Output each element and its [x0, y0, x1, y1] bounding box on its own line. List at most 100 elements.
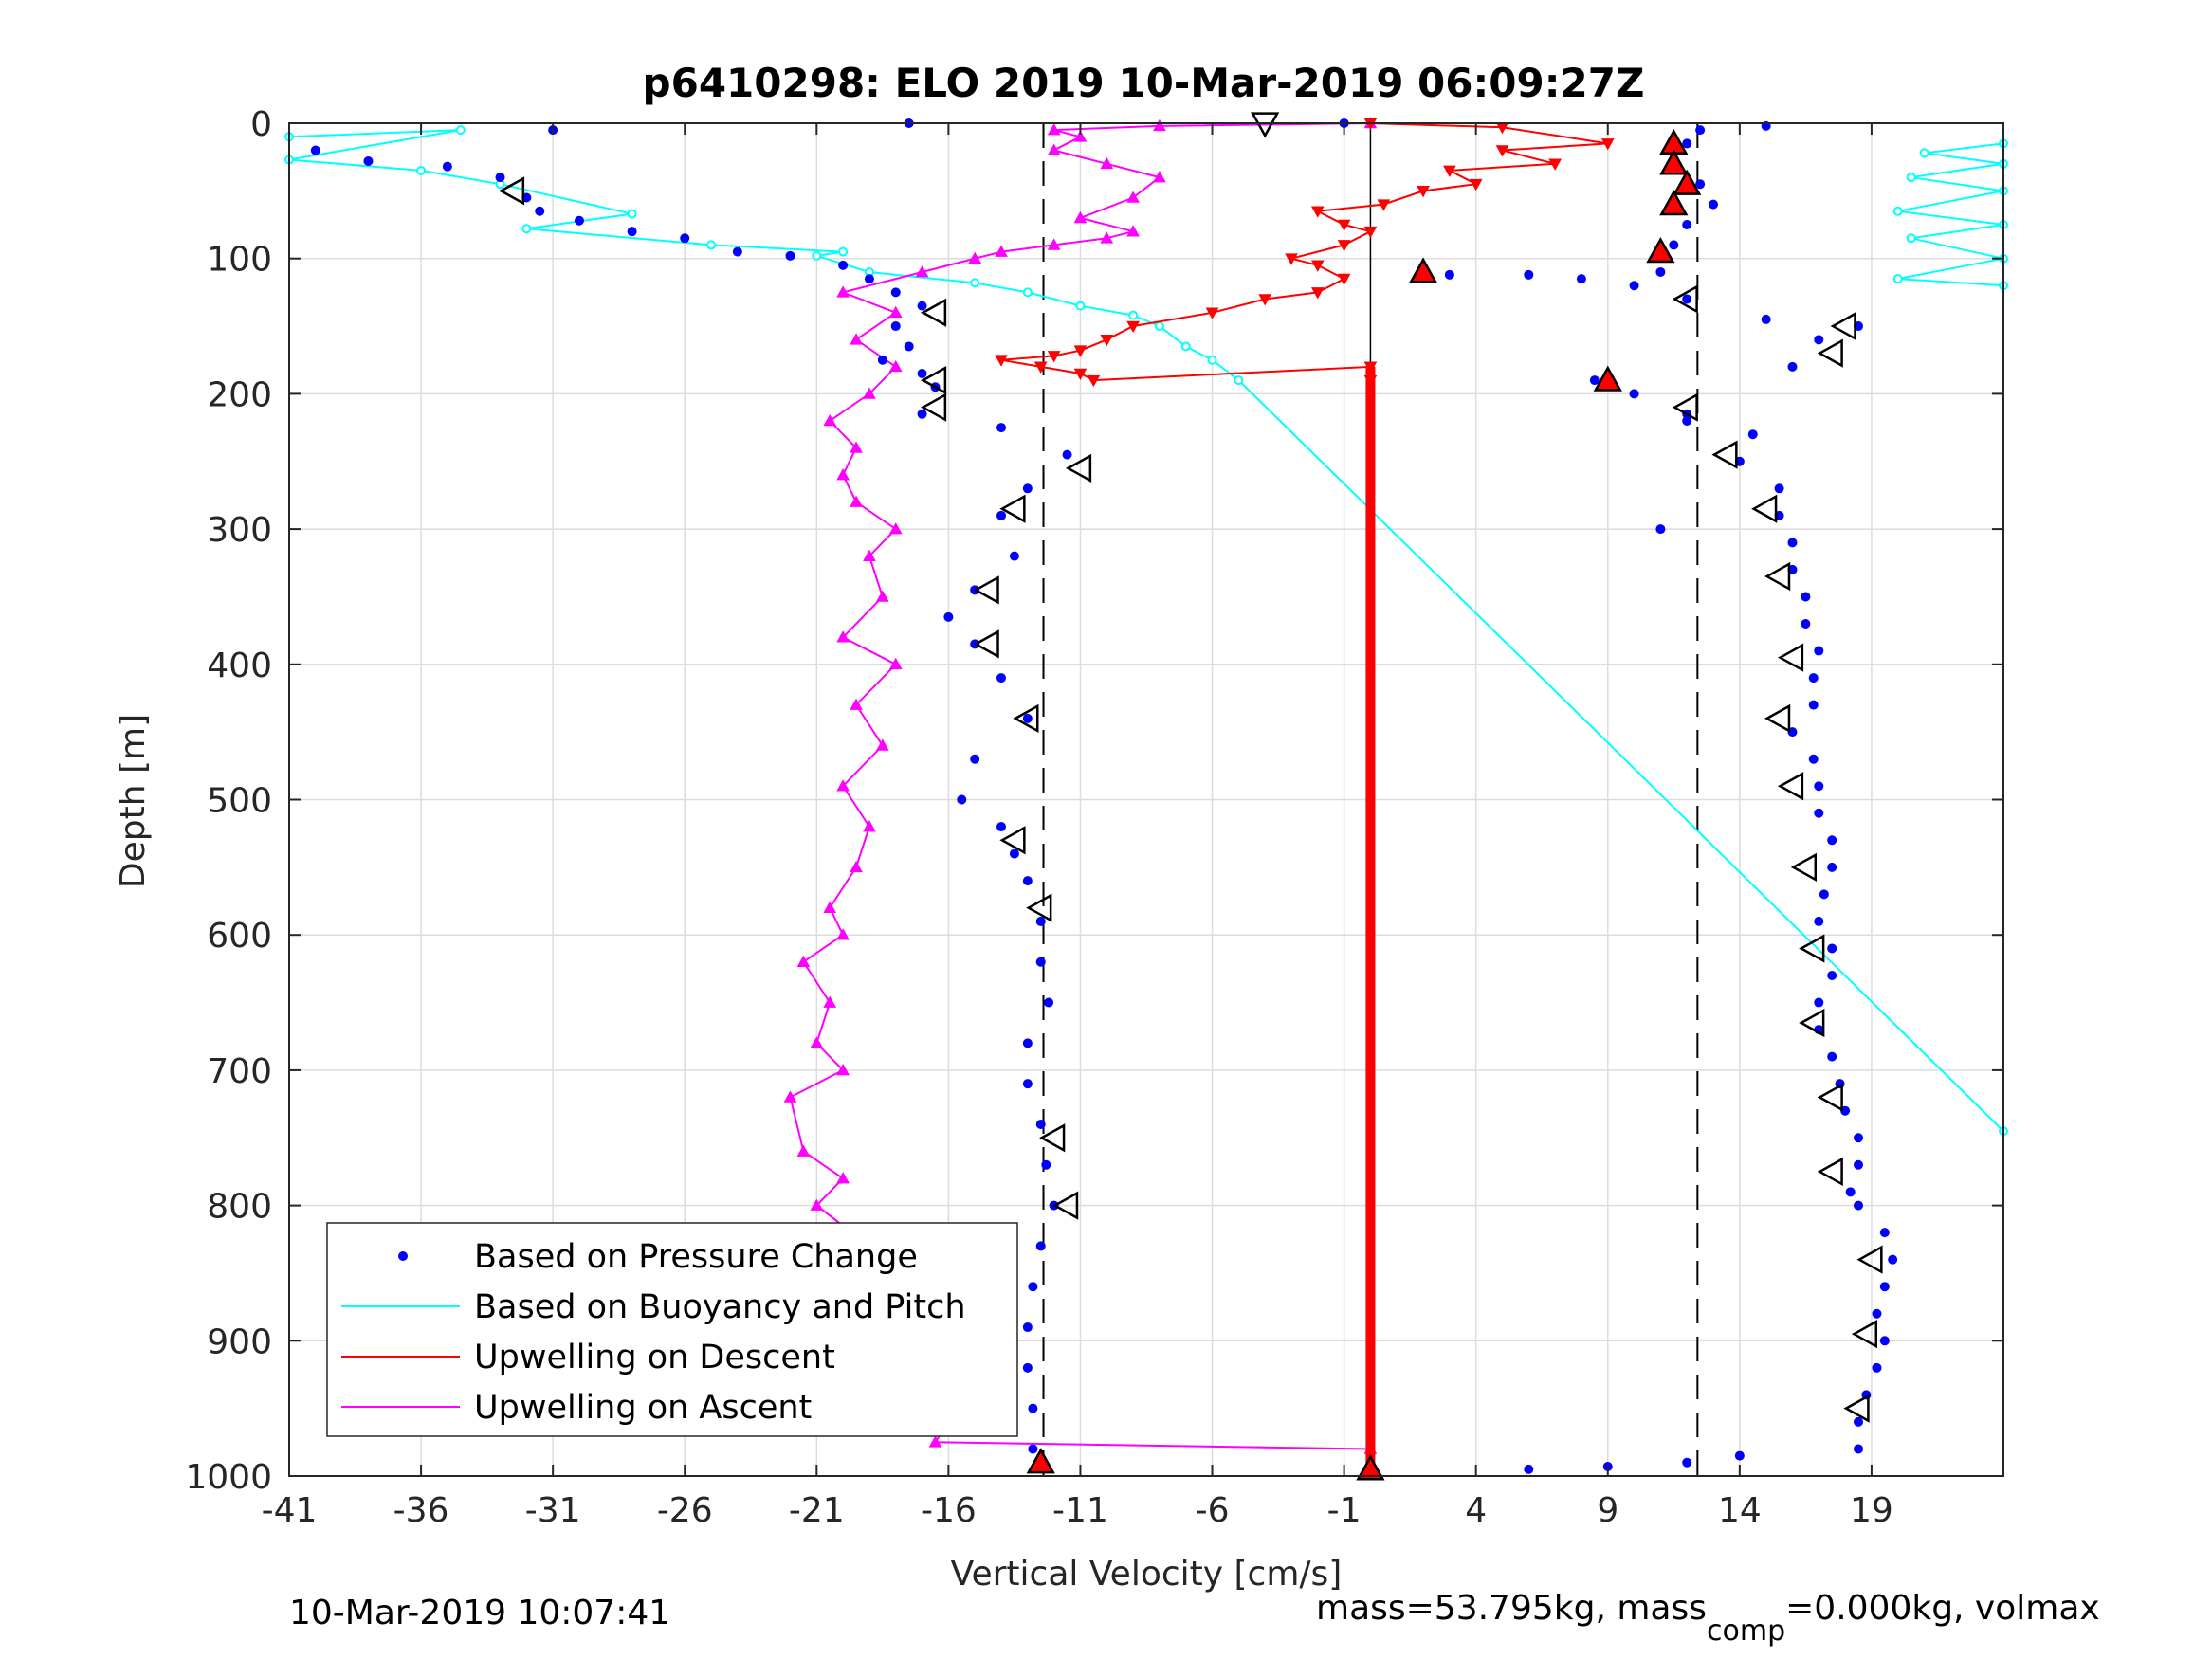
upwelling-ascent-point — [1073, 210, 1088, 224]
pressure-change-point — [996, 673, 1007, 684]
pressure-change-point — [1576, 274, 1586, 284]
upwelling-descent-point — [1073, 368, 1088, 381]
upwelling-descent-point — [1495, 145, 1509, 157]
pressure-change-point — [1022, 1079, 1033, 1089]
pressure-change-point — [1022, 876, 1033, 886]
upwelling-descent-point — [1205, 307, 1219, 319]
upwelling-ascent-point — [836, 1063, 850, 1076]
open-left-triangle-marker — [973, 629, 999, 659]
filled-up-triangle-marker — [1659, 190, 1689, 216]
pressure-change-point — [1682, 294, 1692, 304]
pressure-change-point — [1035, 916, 1046, 926]
open-left-triangle-marker — [1817, 338, 1843, 368]
grid — [288, 122, 2003, 1477]
filled-up-triangle-marker — [1646, 236, 1675, 264]
pressure-change-point — [1041, 1159, 1051, 1170]
open-left-triangle-marker — [1751, 494, 1778, 523]
pressure-change-point — [1629, 281, 1639, 291]
upwelling-descent-point — [1600, 138, 1615, 151]
upwelling-ascent-point — [836, 928, 850, 940]
upwelling-ascent-point — [888, 305, 903, 319]
upwelling-descent-point — [1047, 351, 1061, 363]
upwelling-ascent-point — [1153, 118, 1166, 132]
upwelling-ascent-point — [1047, 123, 1061, 136]
pressure-change-point — [1062, 449, 1072, 460]
buoyancy-pitch-point — [1180, 341, 1191, 352]
pressure-change-point — [732, 246, 742, 257]
upwelling-ascent-point — [1073, 130, 1088, 142]
x-tick-label: -16 — [921, 1491, 977, 1530]
filled-up-triangle-marker — [1356, 1454, 1385, 1481]
legend-swatch-dot — [398, 1251, 408, 1261]
upwelling-descent-point — [1258, 294, 1272, 306]
upwelling-ascent-point — [1126, 225, 1140, 237]
x-tick-label: -6 — [1196, 1491, 1230, 1530]
buoyancy-pitch-point — [1919, 148, 1929, 158]
buoyancy-pitch-point — [1022, 287, 1033, 298]
pressure-change-point — [1814, 997, 1824, 1008]
pressure-change-point — [1747, 429, 1758, 440]
legend-label: Upwelling on Ascent — [474, 1389, 812, 1427]
upwelling-ascent-point — [888, 657, 903, 670]
upwelling-descent-point — [1377, 199, 1391, 211]
y-tick-label: 1000 — [185, 1458, 272, 1497]
y-tick-label: 200 — [207, 375, 272, 414]
upwelling-descent-point — [1337, 273, 1351, 286]
x-tick-label: 14 — [1718, 1491, 1762, 1530]
upwelling-descent-point — [1417, 186, 1430, 198]
upwelling-ascent-point — [836, 779, 850, 792]
pressure-change-point — [1589, 375, 1600, 386]
buoyancy-pitch-point — [455, 125, 466, 136]
pressure-change-point — [1669, 240, 1679, 250]
upwelling-ascent-point — [836, 1172, 850, 1184]
pressure-change-point — [1022, 483, 1033, 494]
upwelling-descent-point — [1469, 178, 1483, 191]
y-tick-label: 700 — [207, 1052, 272, 1091]
open-left-triangle-marker — [1764, 703, 1791, 734]
x-tick-label: -36 — [393, 1491, 449, 1530]
pressure-change-point — [1035, 1119, 1046, 1129]
upwelling-ascent-point — [836, 285, 850, 298]
upwelling-ascent-point — [850, 333, 863, 345]
pressure-change-point — [785, 250, 795, 261]
pressure-change-point — [1879, 1228, 1890, 1238]
upwelling-ascent-point — [783, 1090, 797, 1103]
open-left-triangle-marker — [1777, 772, 1804, 801]
upwelling-ascent-point — [888, 359, 903, 373]
upwelling-descent-point — [995, 355, 1008, 367]
pressure-change-point — [996, 510, 1007, 520]
pressure-change-point — [1827, 943, 1837, 954]
pressure-change-point — [1761, 314, 1771, 324]
upwelling-ascent-point — [863, 549, 876, 561]
pressure-change-point — [917, 409, 927, 419]
pressure-change-point — [1814, 646, 1824, 656]
pressure-change-point — [1629, 389, 1639, 399]
pressure-change-point — [1879, 1282, 1890, 1292]
open-left-triangle-marker — [999, 494, 1026, 523]
pressure-change-point — [1022, 1362, 1033, 1373]
upwelling-ascent-point — [888, 522, 903, 535]
pressure-change-point — [1845, 1187, 1856, 1197]
open-left-triangle-marker — [1843, 1394, 1870, 1423]
pressure-change-point — [1814, 916, 1824, 926]
pressure-change-point — [1808, 754, 1819, 764]
legend: Based on Pressure Change Based on Buoyanc… — [326, 1222, 1018, 1437]
pressure-change-point — [1035, 957, 1046, 967]
open-left-triangle-marker — [1051, 1191, 1079, 1220]
upwelling-descent-point — [1363, 226, 1378, 239]
pressure-change-point — [1035, 1241, 1046, 1251]
upwelling-ascent-point — [1100, 156, 1114, 170]
footer-mass-info: mass=53.795kg, masscomp=0.000kg, volmax — [1316, 1589, 2100, 1648]
upwelling-descent-point — [1310, 287, 1325, 300]
pressure-change-point — [1801, 592, 1811, 602]
pressure-change-point — [1819, 889, 1829, 900]
upwelling-descent-point — [1073, 345, 1088, 357]
upwelling-descent-point — [1548, 158, 1562, 171]
buoyancy-pitch-point — [1207, 355, 1217, 365]
upwelling-ascent-point — [823, 901, 837, 913]
open-left-triangle-marker — [1830, 311, 1856, 341]
pressure-change-point — [1808, 673, 1819, 684]
y-tick-label: 600 — [207, 917, 272, 956]
pressure-change-point — [1022, 1322, 1033, 1333]
open-left-triangle-marker — [1764, 561, 1791, 592]
